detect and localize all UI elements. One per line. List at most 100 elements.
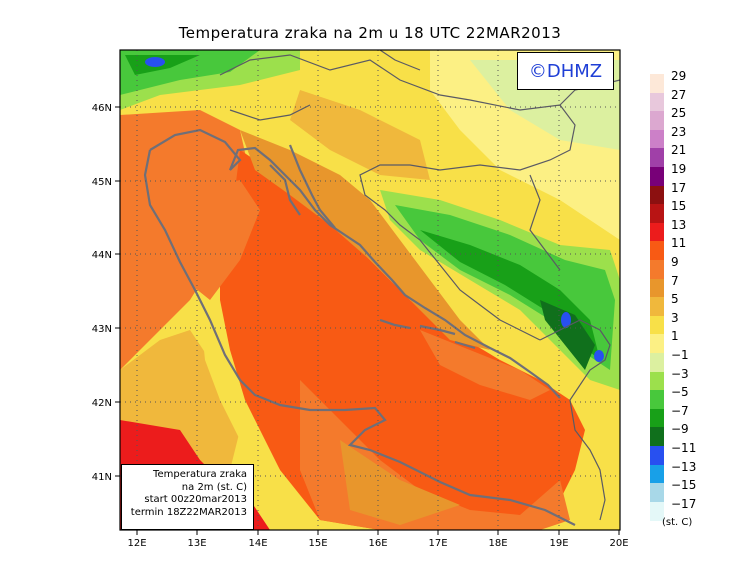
legend-label: −17 [671, 496, 697, 511]
legend-entry: 5 [650, 292, 740, 317]
map-frame [119, 49, 621, 531]
legend-label: 29 [671, 69, 687, 83]
y-tick-label: 41N [92, 472, 112, 483]
legend-swatch [650, 483, 664, 503]
gridlines [120, 50, 620, 530]
info-line: termin 18Z22MAR2013 [130, 506, 247, 518]
x-tick-label: 14E [248, 538, 267, 549]
legend-label: −1 [671, 348, 689, 362]
legend-swatch [650, 167, 664, 187]
x-axis-labels: 12E 13E 14E 15E 16E 17E 18E 19E 20E [127, 538, 628, 549]
x-tick-label: 12E [127, 538, 146, 549]
y-tick-label: 45N [92, 177, 112, 188]
legend-label: −13 [671, 459, 697, 474]
y-tick-label: 43N [92, 324, 112, 335]
legend-swatch [650, 241, 664, 261]
legend-label: 21 [671, 143, 687, 158]
legend-entry: −5 [650, 385, 740, 410]
legend-swatch [650, 92, 664, 112]
info-box: Temperatura zraka na 2m (st. C) start 00… [121, 464, 254, 530]
legend-label: −3 [671, 366, 689, 381]
legend-swatch [650, 315, 664, 335]
legend-swatch [650, 446, 664, 466]
y-axis-labels: 46N 45N 44N 43N 42N 41N [92, 103, 112, 483]
map-title: Temperatura zraka na 2m u 18 UTC 22MAR20… [178, 24, 562, 42]
legend-label: 25 [671, 106, 687, 121]
legend-entry: 17 [650, 181, 740, 205]
legend-swatch [650, 111, 664, 131]
x-tick-label: 15E [308, 538, 327, 549]
legend-swatch [650, 408, 664, 428]
legend-label: −5 [671, 385, 689, 400]
legend-label: 19 [671, 162, 687, 176]
y-tick-label: 44N [92, 250, 112, 261]
legend-label: 5 [671, 292, 679, 307]
legend-entry: 11 [650, 236, 740, 261]
info-line: na 2m (st. C) [181, 481, 247, 493]
y-tick-label: 42N [92, 398, 112, 409]
info-line: start 00z20mar2013 [144, 494, 247, 505]
legend-entry: 21 [650, 143, 740, 168]
legend-entry: −7 [650, 404, 740, 428]
temperature-field [120, 50, 620, 530]
legend-entry: 29 [650, 69, 740, 94]
legend-entry: 15 [650, 199, 740, 224]
legend-swatch [650, 371, 664, 391]
legend-entry: 27 [650, 88, 740, 112]
x-tick-label: 13E [187, 538, 206, 549]
legend-swatch [650, 74, 664, 94]
legend-label: 13 [671, 217, 687, 232]
legend-label: 1 [671, 329, 679, 344]
legend-swatch [650, 148, 664, 168]
legend-swatch [650, 353, 664, 373]
legend-label: 9 [671, 255, 679, 269]
legend-label: 11 [671, 236, 687, 251]
coastlines [143, 128, 576, 526]
legend-swatch [650, 260, 664, 280]
legend-entry: −17 [650, 497, 740, 521]
legend-label: 7 [671, 273, 679, 288]
legend-entry: −11 [650, 441, 740, 466]
legend-label: −11 [671, 441, 697, 455]
legend-swatch [650, 278, 664, 298]
legend-swatch [650, 129, 664, 149]
legend-entry: 13 [650, 218, 740, 242]
legend-swatch [650, 390, 664, 410]
legend-label: −7 [671, 403, 689, 418]
legend-label: 27 [671, 87, 687, 102]
legend-label: 15 [671, 199, 687, 214]
legend-entry: −1 [650, 348, 740, 373]
legend-swatch [650, 222, 664, 242]
x-tick-label: 17E [428, 538, 447, 549]
legend-label: 17 [671, 180, 687, 195]
legend-entry: 9 [650, 255, 740, 280]
legend-entry: 1 [650, 329, 740, 354]
legend-swatch [650, 501, 664, 521]
x-tick-label: 19E [549, 538, 568, 549]
legend-swatch [650, 464, 664, 484]
legend-label: 23 [671, 124, 687, 139]
legend-label: −15 [671, 478, 697, 493]
legend-entry: 19 [650, 162, 740, 187]
legend-entry: −9 [650, 422, 740, 447]
x-tick-label: 16E [368, 538, 387, 549]
legend-entry: 25 [650, 106, 740, 131]
legend-swatch [650, 297, 664, 317]
y-tick-label: 46N [92, 103, 112, 114]
legend-label: 3 [671, 310, 679, 325]
legend-unit: (st. C) [662, 517, 693, 528]
tick-marks [115, 106, 620, 535]
legend-entry: 23 [650, 125, 740, 149]
legend-entry: 7 [650, 274, 740, 298]
legend-swatch [650, 204, 664, 224]
legend-entry: −3 [650, 367, 740, 391]
legend-swatch [650, 427, 664, 447]
legend-entry: −15 [650, 478, 740, 503]
x-tick-label: 20E [609, 538, 628, 549]
dhmz-logo: ©DHMZ [517, 52, 614, 90]
legend-entry: 3 [650, 311, 740, 335]
info-line: Temperatura zraka [153, 469, 247, 480]
legend-entry: −13 [650, 460, 740, 484]
legend-label: −9 [671, 422, 689, 437]
